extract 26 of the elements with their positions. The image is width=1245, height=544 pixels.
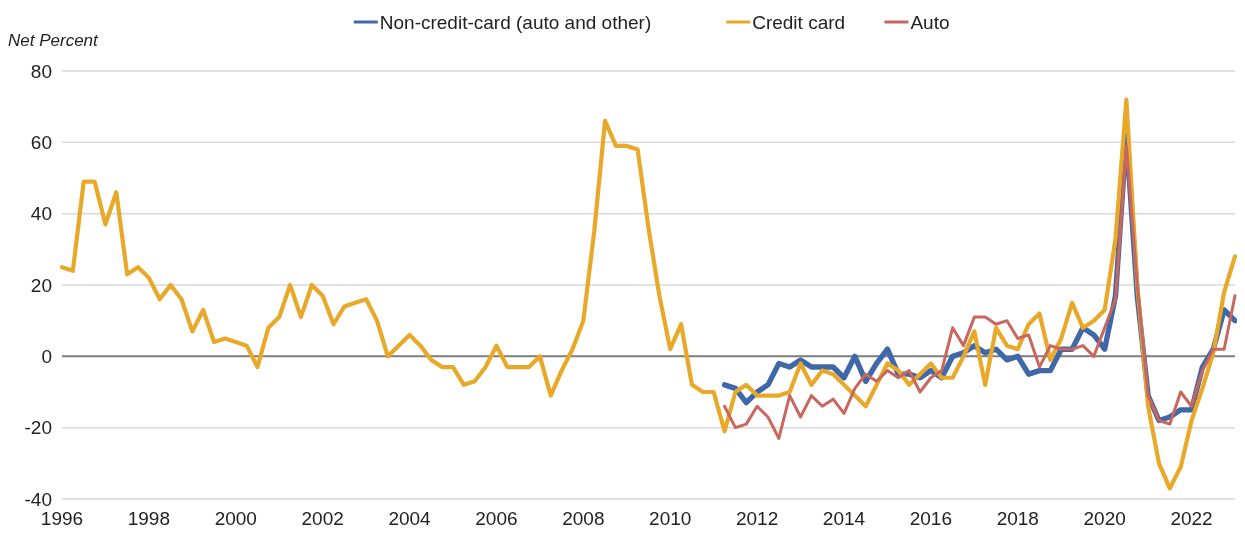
x-tick-label: 2018 [996,508,1039,529]
legend-label: Credit card [752,11,846,33]
x-tick-label: 2002 [301,508,344,529]
x-tick-label: 2012 [735,508,779,529]
y-tick-label: 80 [30,60,52,82]
x-tick-label: 2004 [388,508,432,529]
line-series [59,97,1237,491]
x-tick-label: 2022 [1170,508,1213,529]
x-tick-label: 2016 [909,508,953,529]
legend-label: Non-credit-card (auto and other) [379,11,652,33]
x-tick-label: 1998 [127,508,171,529]
y-tick-label: 40 [30,203,52,225]
legend-label: Auto [910,11,950,33]
x-tick-label: 2008 [562,508,605,529]
x-tick-label: 2020 [1083,508,1126,529]
y-tick-label: 60 [30,131,52,153]
x-tick-label: 2006 [475,508,518,529]
y-axis-title: Net Percent [8,31,100,50]
x-tick-label: 2010 [649,508,692,529]
y-tick-label: -40 [24,488,52,510]
x-tick-label: 2000 [214,508,257,529]
y-tick-label: -20 [24,417,52,439]
y-tick-label: 0 [41,345,52,367]
x-tick-label: 2014 [822,508,866,529]
y-tick-label: 20 [30,274,52,296]
x-tick-label: 1996 [40,508,84,529]
